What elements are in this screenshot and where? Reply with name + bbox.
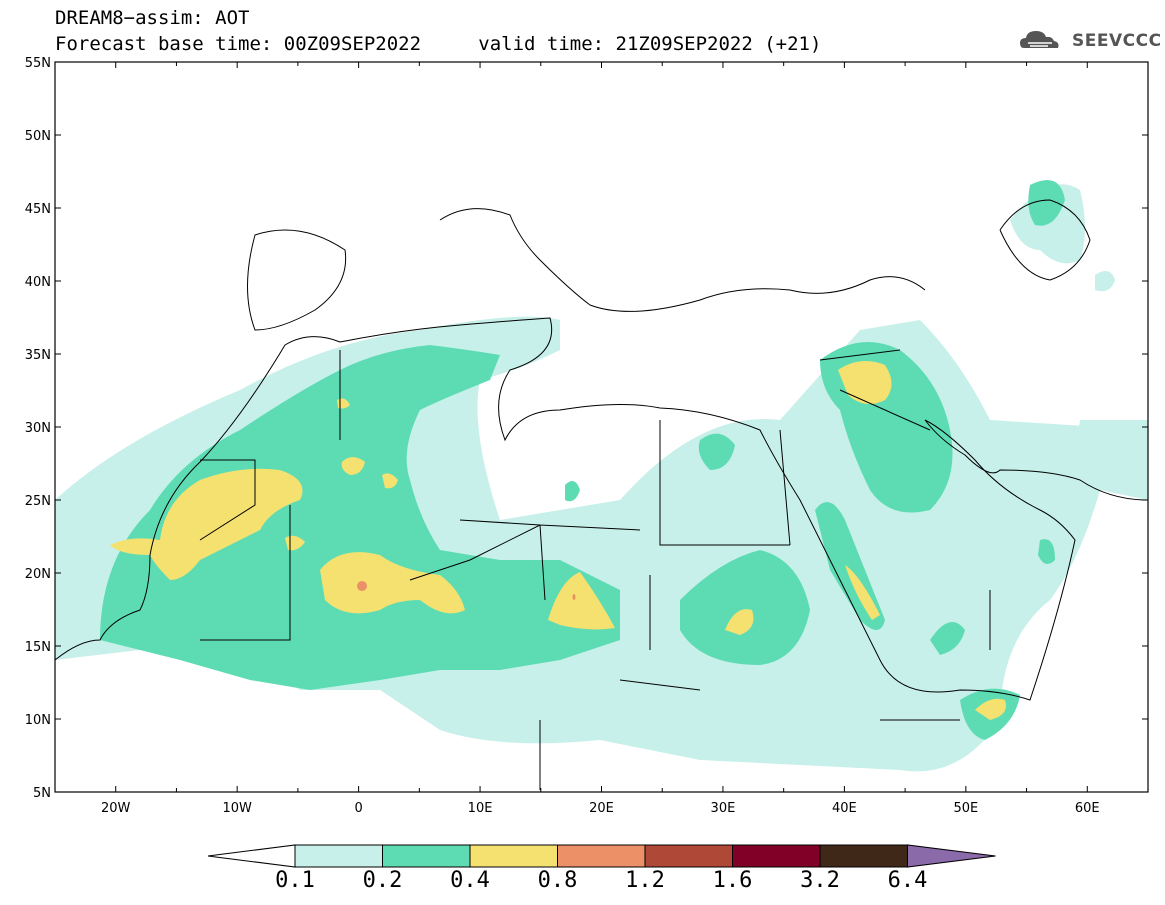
map-title: DREAM8−assim: AOT: [55, 7, 250, 29]
colorbar-label: 0.8: [537, 868, 578, 893]
colorbar-label: 1.2: [625, 868, 665, 893]
lat-tick-label: 40N: [25, 275, 51, 290]
lat-tick-label: 30N: [25, 421, 51, 436]
lat-tick-label: 15N: [25, 640, 51, 655]
logo-text: SEEVCCC: [1072, 31, 1162, 51]
lat-tick-label: 50N: [25, 129, 51, 144]
colorbar-label: 0.2: [362, 868, 403, 893]
lat-tick-label: 20N: [25, 567, 51, 582]
lat-tick-label: 55N: [25, 56, 51, 71]
lat-tick-label: 10N: [25, 713, 51, 728]
colorbar-segment: [557, 844, 646, 868]
longitude-axis: 20W 10W 0 10E 20E 30E 40E 50E 60E: [54, 62, 1149, 816]
lon-tick-label: 30E: [711, 801, 736, 816]
lat-tick-label: 45N: [25, 202, 51, 217]
cloud-logo-icon: [1020, 31, 1059, 48]
colorbar-label: 3.2: [800, 868, 840, 893]
lon-tick-label: 20W: [101, 801, 131, 816]
lon-tick-label: 40E: [832, 801, 857, 816]
colorbar-label: 0.4: [450, 868, 490, 893]
colorbar-min-arrow: [207, 844, 296, 868]
lon-tick-label: 10E: [468, 801, 493, 816]
colorbar-segment: [819, 844, 908, 868]
lat-tick-label: 25N: [25, 494, 51, 509]
map-subtitle: Forecast base time: 00Z09SEP2022 valid t…: [55, 34, 821, 54]
lat-tick-label: 35N: [25, 348, 51, 363]
colorbar: [207, 844, 996, 868]
colorbar-segment: [644, 844, 733, 868]
aot-field: [55, 180, 1148, 790]
colorbar-segment: [732, 844, 821, 868]
colorbar-segment: [382, 844, 471, 868]
colorbar-label: 1.6: [712, 868, 753, 893]
colorbar-label: 0.1: [275, 868, 315, 893]
base-time: Forecast base time: 00Z09SEP2022: [55, 33, 422, 55]
colorbar-segment: [294, 844, 383, 868]
lat-tick-label: 5N: [33, 786, 51, 801]
lon-tick-label: 50E: [953, 801, 978, 816]
colorbar-max-arrow: [907, 844, 996, 868]
latitude-axis: 5N 10N 15N 20N 25N 30N 35N 40N 45N 50N 55N: [25, 56, 1148, 801]
lon-tick-label: 10W: [222, 801, 252, 816]
lon-tick-label: 60E: [1075, 801, 1100, 816]
valid-time: valid time: 21Z09SEP2022 (+21): [478, 33, 822, 55]
colorbar-label: 6.4: [887, 868, 928, 893]
coastlines: [55, 199, 1148, 790]
lon-tick-label: 20E: [589, 801, 614, 816]
colorbar-segment: [469, 844, 558, 868]
lon-tick-label: 0: [354, 801, 362, 816]
